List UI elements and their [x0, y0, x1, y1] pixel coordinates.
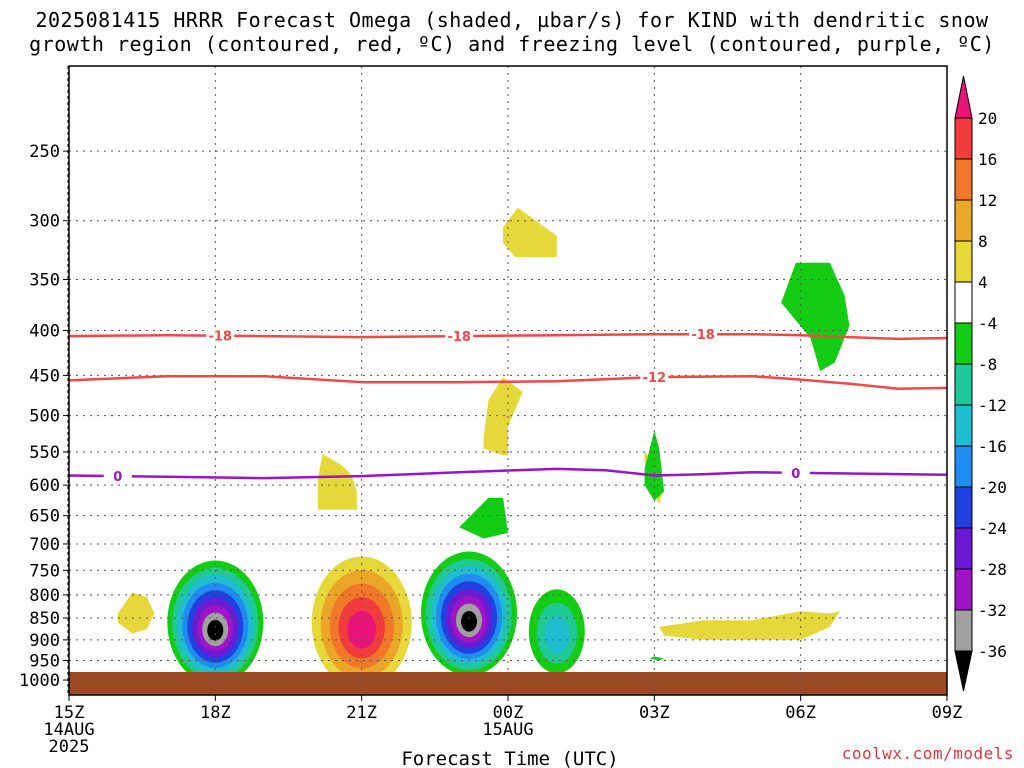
omega-cell-3	[528, 589, 585, 674]
colorbar-tick-label: -28	[978, 560, 1007, 579]
contour-label: -18	[208, 330, 232, 345]
contour-label: 0	[113, 470, 122, 485]
x-tick-sublabel: 14AUG	[43, 720, 94, 740]
x-tick-label: 00Z	[493, 703, 524, 723]
credit-text: coolwx.com/models	[841, 744, 1014, 763]
contour-label: -12	[643, 371, 667, 386]
contour-label: -18	[447, 330, 471, 345]
colorbar-tick-label: 20	[978, 109, 997, 128]
contour-label: 0	[791, 467, 800, 482]
colorbar-tick-label: -24	[978, 519, 1007, 538]
colorbar-tick-label: 16	[978, 150, 997, 169]
colorbar-bottom-arrow	[954, 650, 973, 692]
y-tick-label: 900	[29, 631, 60, 651]
colorbar-tick-label: 12	[978, 191, 997, 210]
contour-label-bg	[781, 464, 810, 481]
omega-cell-ring	[207, 619, 224, 641]
omega-region-1	[503, 207, 557, 258]
colorbar: 20 16 12 8 4 -4 -8 -12 -16 -20 -24 -28 -32 -36	[954, 75, 1007, 692]
contour-label-bg	[206, 327, 235, 344]
colorbar-box	[954, 404, 973, 447]
omega-cell-0	[167, 560, 264, 685]
colorbar-tick-label: -36	[978, 642, 1007, 661]
contour-line-2	[68, 467, 948, 480]
omega-region-6	[781, 262, 850, 372]
colorbar-tick-label: -32	[978, 601, 1007, 620]
colorbar-box	[954, 117, 973, 160]
y-tick-label: 250	[29, 142, 60, 162]
x-tick-sublabel: 15AUG	[482, 720, 533, 740]
omega-region-0	[117, 592, 155, 634]
omega-region-2	[483, 377, 523, 456]
y-tick-label: 950	[29, 651, 60, 671]
colorbar-box	[954, 568, 973, 611]
omega-cell-ring	[544, 616, 570, 654]
contour-line-1	[68, 374, 948, 390]
y-tick-label: 700	[29, 535, 60, 555]
x-tick-label: 15Z	[54, 703, 85, 723]
y-tick-label: 600	[29, 476, 60, 496]
y-tick-label: 800	[29, 586, 60, 606]
omega-region-5	[659, 611, 840, 640]
chart-title-line1: 2025081415 HRRR Forecast Omega (shaded, …	[35, 8, 989, 32]
colorbar-box	[954, 158, 973, 201]
x-tick-label: 06Z	[785, 703, 816, 723]
contour-line-0	[68, 332, 948, 341]
omega-region-9	[649, 656, 665, 661]
chart-title-line2: growth region (contoured, red, ºC) and f…	[29, 32, 995, 56]
x-tick-label: 09Z	[932, 703, 963, 723]
contour-label-bg	[445, 328, 474, 345]
colorbar-box	[954, 527, 973, 570]
omega-region-7	[459, 497, 508, 539]
colorbar-tick-label: -8	[978, 355, 997, 374]
colorbar-box	[954, 322, 973, 365]
colorbar-top-arrow	[954, 75, 973, 119]
colorbar-tick-label: -16	[978, 437, 1007, 456]
colorbar-box	[954, 199, 973, 242]
contour-label-bg	[103, 468, 132, 485]
colorbar-tick-label: 8	[978, 232, 988, 251]
y-tick-label: 850	[29, 609, 60, 629]
y-tick-label: 450	[29, 366, 60, 386]
colorbar-tick-label: -4	[978, 314, 997, 333]
contour-label: -18	[691, 328, 715, 343]
y-tick-label: 650	[29, 507, 60, 527]
y-tick-label: 750	[29, 561, 60, 581]
colorbar-box	[954, 609, 973, 652]
omega-region-3	[317, 454, 357, 510]
colorbar-box	[954, 445, 973, 488]
contours: -18 -18 -18 -12 0 0	[68, 326, 948, 485]
y-tick-label: 1000	[19, 671, 60, 691]
x-tick-year: 2025	[49, 737, 90, 757]
colorbar-tick-label: -12	[978, 396, 1007, 415]
omega-cell-ring	[461, 611, 477, 632]
contour-label-bg	[689, 326, 718, 343]
y-tick-label: 500	[29, 407, 60, 427]
colorbar-box	[954, 240, 973, 283]
colorbar-tick-label: -20	[978, 478, 1007, 497]
colorbar-box	[954, 486, 973, 529]
y-tick-label: 550	[29, 443, 60, 463]
x-tick-label: 21Z	[346, 703, 377, 723]
axes: 2503003504004505005506006507007508008509…	[19, 65, 963, 757]
y-tick-label: 400	[29, 321, 60, 341]
y-tick-label: 350	[29, 271, 60, 291]
colorbar-tick-label: 4	[978, 273, 988, 292]
contour-label-bg	[640, 369, 669, 386]
x-tick-label: 18Z	[200, 703, 231, 723]
colorbar-box	[954, 363, 973, 406]
y-tick-label: 300	[29, 212, 60, 232]
x-tick-label: 03Z	[639, 703, 670, 723]
omega-cell-ring	[347, 610, 377, 649]
x-axis-label: Forecast Time (UTC)	[401, 748, 618, 768]
colorbar-box	[954, 281, 973, 324]
